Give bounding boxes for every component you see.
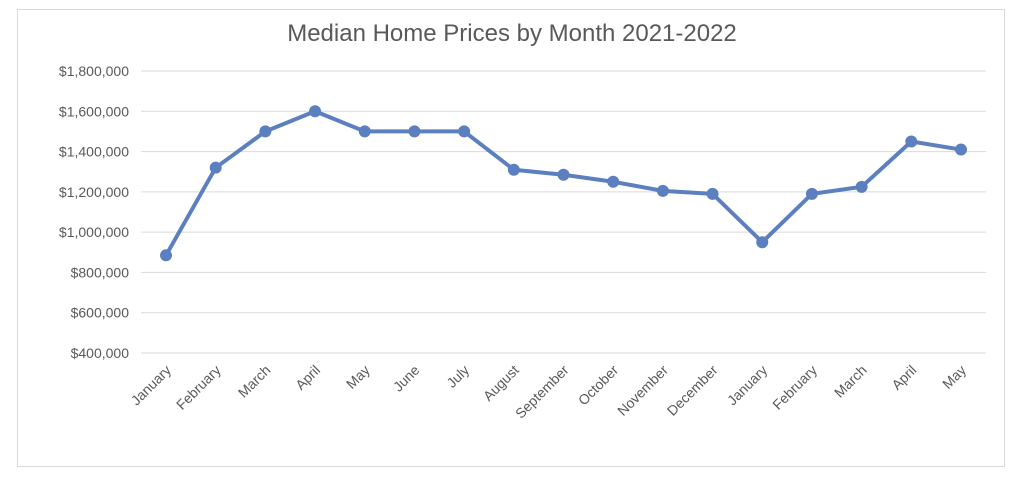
x-tick-label: April <box>292 362 323 393</box>
x-tick-label: March <box>831 362 870 401</box>
data-point <box>855 180 868 193</box>
y-axis-tick-labels: $400,000 $600,000 $800,000 $1,000,000 $1,200… <box>59 63 129 361</box>
series-layer <box>160 105 967 262</box>
data-point <box>557 168 570 181</box>
data-point <box>209 161 222 174</box>
data-point <box>607 175 620 188</box>
data-point <box>309 105 322 118</box>
data-point <box>458 125 471 138</box>
data-point <box>160 249 172 262</box>
data-point <box>259 125 272 138</box>
y-tick-label: $400,000 <box>71 345 130 361</box>
x-tick-label: December <box>664 362 721 419</box>
x-tick-label: June <box>390 362 423 395</box>
data-point <box>706 187 719 200</box>
x-tick-label: May <box>343 362 373 392</box>
x-tick-label: May <box>939 362 969 392</box>
data-point <box>507 163 520 176</box>
x-tick-label: September <box>512 362 572 422</box>
data-point <box>358 125 371 138</box>
y-tick-label: $1,400,000 <box>59 144 129 160</box>
x-tick-label: January <box>128 362 175 409</box>
data-point <box>408 125 421 138</box>
x-tick-label: August <box>480 362 522 404</box>
chart-frame <box>17 9 1005 467</box>
y-tick-label: $600,000 <box>71 305 130 321</box>
series-line <box>164 109 963 258</box>
x-tick-label: October <box>575 362 622 409</box>
x-tick-label: February <box>769 362 820 413</box>
data-point <box>955 143 967 156</box>
x-tick-label: February <box>173 362 224 413</box>
data-point <box>805 187 818 200</box>
data-point <box>656 184 669 197</box>
data-point <box>905 135 918 148</box>
y-tick-label: $1,800,000 <box>59 63 129 79</box>
y-tick-label: $1,600,000 <box>59 103 129 119</box>
y-tick-label: $1,200,000 <box>59 184 129 200</box>
x-tick-label: April <box>888 362 919 393</box>
x-tick-label: January <box>724 362 771 409</box>
chart-title: Median Home Prices by Month 2021-2022 <box>287 20 737 47</box>
y-tick-label: $1,000,000 <box>59 224 129 240</box>
x-tick-label: November <box>614 362 671 419</box>
gridlines <box>141 70 986 354</box>
data-point <box>756 236 769 249</box>
y-tick-label: $800,000 <box>71 264 130 280</box>
x-tick-label: July <box>443 362 472 391</box>
x-tick-label: March <box>235 362 274 401</box>
